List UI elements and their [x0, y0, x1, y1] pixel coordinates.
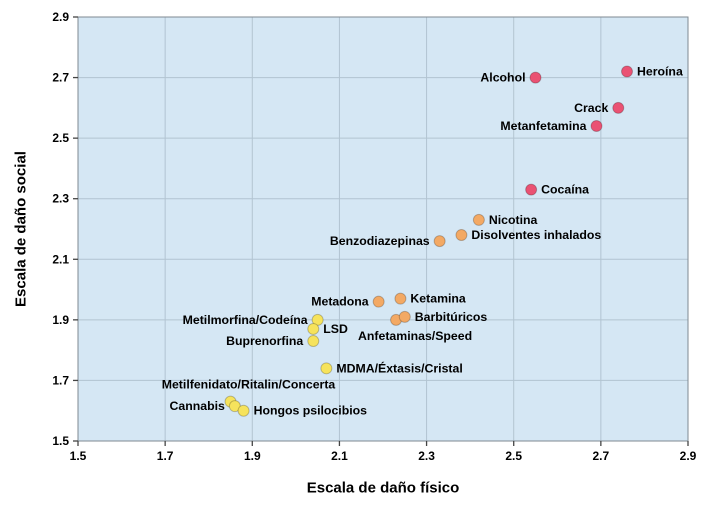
plot-border: [77, 16, 689, 442]
x-axis-tick-label: 1.5: [70, 449, 87, 463]
point-label: MDMA/Éxtasis/Cristal: [336, 360, 462, 375]
data-point: [612, 101, 625, 114]
data-point: [307, 322, 320, 335]
data-point: [394, 292, 407, 305]
x-axis-tick-label: 1.7: [157, 449, 174, 463]
y-axis-tick-label: 2.5: [52, 131, 69, 145]
point-label: Metanfetamina: [500, 119, 586, 133]
x-axis-tick-label: 1.9: [244, 449, 261, 463]
x-axis-title: Escala de daño físico: [306, 479, 460, 497]
data-point: [525, 183, 538, 196]
y-axis-tick-label: 1.7: [52, 373, 69, 387]
x-axis-tick-label: 2.3: [418, 449, 435, 463]
data-point: [228, 400, 241, 413]
x-axis-tick-label: 2.5: [505, 449, 522, 463]
point-label: Barbitúricos: [415, 310, 488, 324]
data-point: [398, 310, 411, 323]
y-axis-tick-label: 2.1: [52, 252, 69, 266]
y-axis-tick-label: 1.9: [52, 313, 69, 327]
y-axis-tick-label: 1.5: [52, 434, 69, 448]
x-axis-tick-label: 2.7: [593, 449, 610, 463]
point-label: Crack: [574, 101, 608, 115]
point-label: Heroína: [637, 65, 683, 79]
point-label: Disolventes inhalados: [471, 228, 601, 242]
y-axis-tick-label: 2.7: [52, 71, 69, 85]
y-axis-title: Escala de daño social: [12, 151, 30, 307]
point-label: Anfetaminas/Speed: [358, 329, 472, 343]
point-label: Buprenorfina: [226, 334, 303, 348]
data-point: [311, 313, 324, 326]
point-label: Metilfenidato/Ritalin/Concerta: [162, 378, 336, 392]
data-point: [433, 235, 446, 248]
point-label: Nicotina: [489, 213, 538, 227]
point-label: Hongos psilocibios: [254, 404, 368, 418]
x-axis-tick-label: 2.9: [680, 449, 697, 463]
data-point: [372, 295, 385, 308]
data-point: [237, 404, 250, 417]
plot-background: [78, 17, 688, 441]
data-point: [472, 213, 485, 226]
x-axis-tick-label: 2.1: [331, 449, 348, 463]
data-point: [455, 229, 468, 242]
data-point: [621, 65, 633, 78]
point-label: LSD: [323, 322, 348, 336]
point-label: Cannabis: [169, 399, 225, 413]
data-point: [590, 120, 603, 133]
point-label: Metadona: [311, 295, 369, 309]
point-label: Cocaína: [541, 183, 589, 197]
point-label: Benzodiazepinas: [330, 234, 430, 248]
data-point: [320, 362, 333, 375]
y-axis-tick-label: 2.3: [52, 192, 69, 206]
y-axis-tick-label: 2.9: [52, 10, 69, 24]
data-point: [307, 335, 320, 348]
point-label: Alcohol: [480, 71, 525, 85]
data-point: [529, 71, 542, 84]
point-label: Ketamina: [410, 292, 466, 306]
point-label: Metilmorfina/Codeína: [183, 313, 308, 327]
